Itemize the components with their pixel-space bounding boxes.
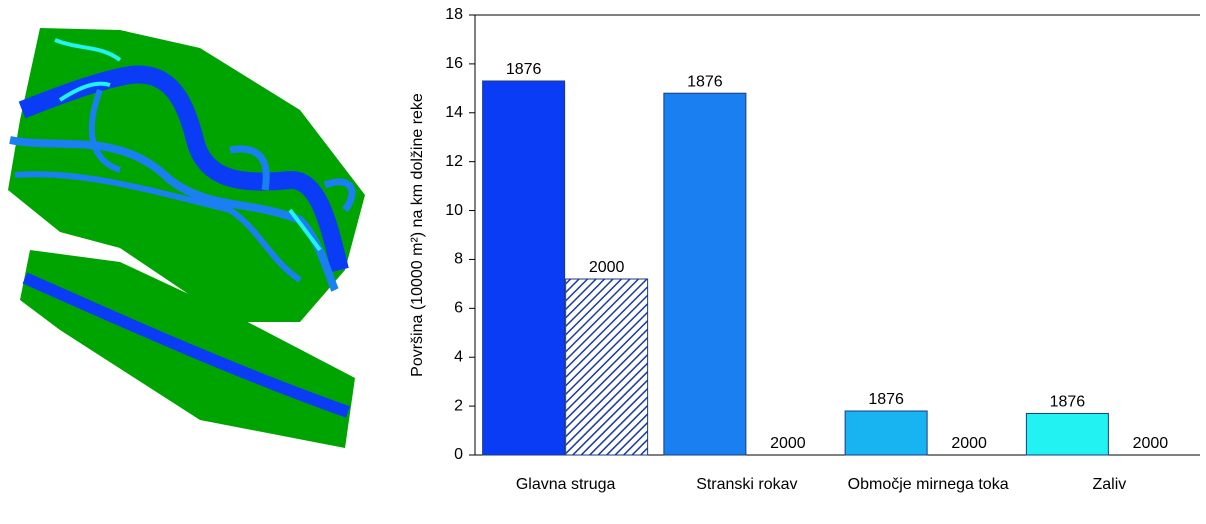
- y-axis-label: Površina (10000 m²) na km dolžine reke: [409, 93, 426, 377]
- y-tick-label: 14: [445, 104, 463, 121]
- y-tick-label: 6: [454, 300, 463, 317]
- x-tick-label: Zaliv: [1092, 476, 1127, 493]
- data-label: 2000: [1133, 435, 1169, 452]
- y-tick-label: 0: [454, 446, 463, 463]
- x-tick-label: Območje mirnega toka: [847, 476, 1009, 493]
- y-tick-label: 16: [445, 55, 463, 72]
- bar: [1025, 412, 1109, 456]
- y-tick-label: 12: [445, 153, 463, 170]
- y-tick-label: 4: [454, 348, 463, 365]
- bar: [844, 410, 928, 456]
- bar: [565, 278, 649, 456]
- river-map: [8, 28, 365, 448]
- data-label: 1876: [687, 73, 723, 90]
- y-tick-label: 2: [454, 397, 463, 414]
- data-label: 1876: [868, 391, 904, 408]
- bar: [663, 92, 747, 456]
- data-label: 2000: [770, 435, 806, 452]
- x-tick-label: Stranski rokav: [696, 476, 798, 493]
- y-tick-label: 18: [445, 6, 463, 23]
- data-label: 1876: [506, 61, 542, 78]
- bar: [482, 80, 566, 456]
- data-label: 2000: [589, 259, 625, 276]
- y-tick-label: 10: [445, 202, 463, 219]
- y-tick-label: 8: [454, 251, 463, 268]
- x-tick-label: Glavna struga: [515, 476, 616, 493]
- data-label: 1876: [1050, 394, 1086, 411]
- data-label: 2000: [951, 435, 987, 452]
